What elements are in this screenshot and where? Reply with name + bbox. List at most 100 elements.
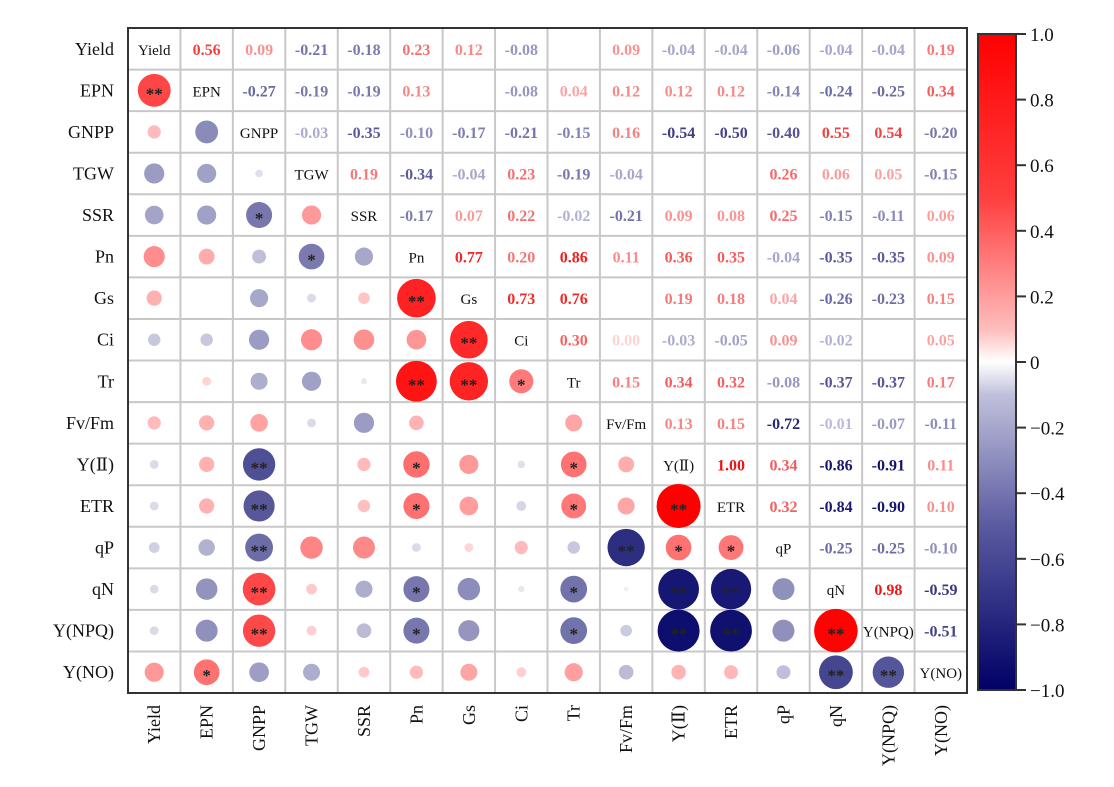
correlation-value: -0.24 xyxy=(819,83,852,100)
correlation-circle xyxy=(358,292,370,304)
correlation-value: -0.15 xyxy=(819,208,852,225)
correlation-circle xyxy=(307,418,316,428)
correlation-value: -0.02 xyxy=(819,333,852,350)
correlation-circle xyxy=(149,501,159,511)
correlation-value: -0.04 xyxy=(609,166,642,183)
correlation-value: -0.08 xyxy=(767,374,800,391)
correlation-value: -0.04 xyxy=(872,42,905,59)
row-label: TGW xyxy=(73,163,114,183)
correlation-circle xyxy=(457,577,481,601)
correlation-circle xyxy=(458,620,480,642)
correlation-value: -0.14 xyxy=(767,83,800,100)
correlation-value: 0.15 xyxy=(717,416,745,433)
correlation-value: 0.13 xyxy=(402,83,430,100)
correlation-value: -0.21 xyxy=(295,42,328,59)
correlation-circle xyxy=(353,412,375,433)
significance-marker: ** xyxy=(408,375,425,394)
correlation-circle xyxy=(403,576,430,603)
significance-marker: * xyxy=(569,583,578,602)
significance-marker: * xyxy=(307,251,316,270)
correlation-circle xyxy=(618,456,635,473)
correlation-value: -0.25 xyxy=(872,83,905,100)
correlation-circle xyxy=(607,528,645,567)
diagonal-label: Gs xyxy=(461,292,478,308)
correlation-circle xyxy=(250,289,269,308)
correlation-value: -0.40 xyxy=(767,125,800,142)
correlation-circle xyxy=(137,73,171,107)
correlation-circle xyxy=(300,536,323,559)
correlation-value: -0.25 xyxy=(819,541,852,558)
significance-marker: * xyxy=(727,542,736,561)
significance-marker: ** xyxy=(827,625,844,644)
correlation-value: -0.15 xyxy=(924,166,957,183)
correlation-value: -0.37 xyxy=(819,374,852,391)
correlation-circle xyxy=(560,575,588,603)
correlation-value: -0.18 xyxy=(347,42,380,59)
correlation-circle xyxy=(514,540,528,555)
correlation-circle xyxy=(146,290,162,306)
correlation-value: 0.86 xyxy=(560,250,588,267)
correlation-circle xyxy=(560,617,588,645)
row-label: Y(NO) xyxy=(63,662,114,683)
correlation-value: -0.27 xyxy=(242,83,275,100)
correlation-value: 0.09 xyxy=(612,42,640,59)
correlation-circle xyxy=(459,496,479,516)
correlation-value: -0.19 xyxy=(557,166,590,183)
correlation-value: -0.50 xyxy=(714,125,747,142)
colorbar-gradient xyxy=(977,33,1017,691)
column-label: Pn xyxy=(406,705,426,724)
correlation-value: 0.12 xyxy=(612,83,640,100)
correlation-circle xyxy=(300,329,323,351)
diagonal-labels: Yield EPN GNPP TGW SSR Pn Gs Ci Tr Fv/Fm Y(Ⅱ) ETR qP… xyxy=(138,43,962,682)
correlation-value: -0.34 xyxy=(400,166,433,183)
correlation-circle xyxy=(403,451,430,478)
correlation-circle xyxy=(195,120,219,144)
correlation-value: -0.90 xyxy=(872,499,905,516)
correlation-value: 0.25 xyxy=(769,208,797,225)
correlation-value: -0.25 xyxy=(872,541,905,558)
column-label: GNPP xyxy=(249,705,269,751)
correlation-value: -0.72 xyxy=(767,416,800,433)
row-label: Y(Ⅱ) xyxy=(77,454,114,475)
colorbar-tick-label: 0.2 xyxy=(1030,287,1054,308)
correlation-circle xyxy=(199,498,215,514)
correlation-circle xyxy=(200,333,213,346)
correlation-circle xyxy=(565,414,583,432)
correlation-value: -0.19 xyxy=(347,83,380,100)
correlation-value: -0.35 xyxy=(347,125,380,142)
diagonal-label: qP xyxy=(776,542,792,558)
correlation-circle xyxy=(149,584,159,594)
correlation-value: -0.26 xyxy=(819,291,852,308)
correlation-value: -0.91 xyxy=(872,457,905,474)
correlation-circle xyxy=(657,609,700,652)
correlation-value: -0.20 xyxy=(924,125,957,142)
colorbar-tick-label: −1.0 xyxy=(1030,681,1064,702)
correlation-value: -0.84 xyxy=(819,499,852,516)
correlation-circle xyxy=(772,578,795,601)
correlation-value: -0.23 xyxy=(872,291,905,308)
row-label: Pn xyxy=(95,247,114,267)
column-label: Tr xyxy=(564,705,584,721)
correlation-value: 0.00 xyxy=(612,333,640,350)
correlation-value: 0.77 xyxy=(455,250,483,267)
correlation-circle xyxy=(353,329,375,351)
correlation-value: -0.35 xyxy=(819,250,852,267)
correlation-circle xyxy=(357,499,371,513)
correlation-circle xyxy=(306,625,317,636)
correlation-circle xyxy=(301,205,322,225)
correlation-circle xyxy=(358,666,370,678)
correlation-value: 0.56 xyxy=(193,42,221,59)
correlation-circle xyxy=(567,541,580,554)
correlation-circle xyxy=(459,454,479,474)
column-label: ETR xyxy=(721,705,741,739)
row-label: Y(NPQ) xyxy=(53,621,114,642)
correlation-value: 0.35 xyxy=(717,250,745,267)
correlation-circle xyxy=(356,623,372,638)
correlation-circle xyxy=(193,659,220,686)
correlation-value: -0.11 xyxy=(872,208,904,225)
correlation-value: 0.36 xyxy=(665,250,693,267)
correlation-value: -0.04 xyxy=(767,250,800,267)
correlation-circle xyxy=(658,568,699,610)
correlation-circle xyxy=(449,362,489,401)
correlation-circle xyxy=(245,533,274,562)
